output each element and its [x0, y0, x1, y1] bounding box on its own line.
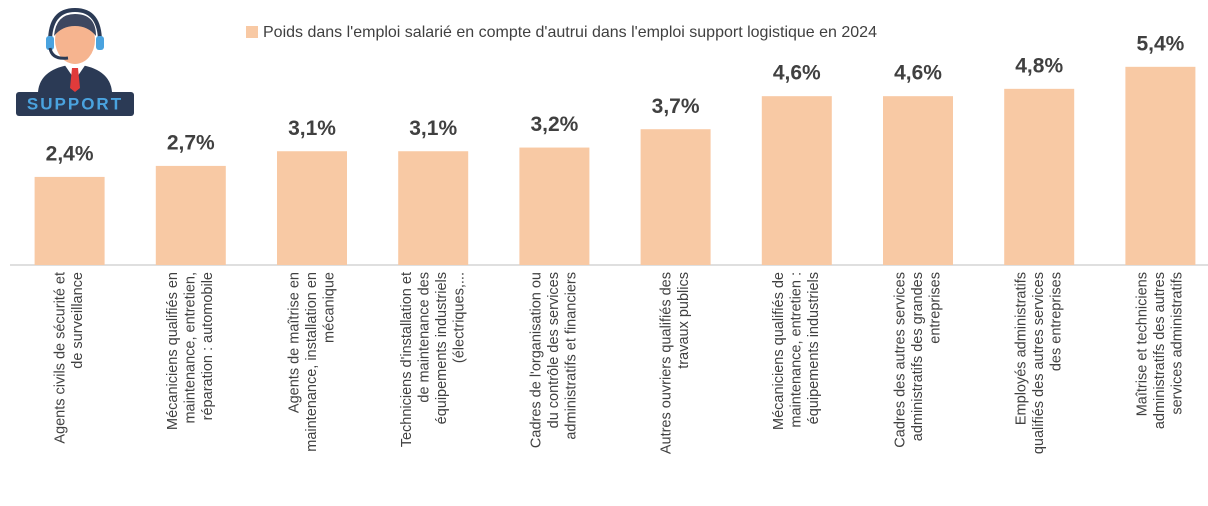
x-tick-label-line: Cadres de l'organisation ou — [529, 272, 545, 448]
x-tick-label-line: équipements industriels — [434, 272, 450, 424]
icon-earpiece — [96, 36, 104, 50]
x-tick-label-line: Autres ouvriers qualifiés des — [659, 272, 675, 454]
data-label: 4,8% — [1015, 54, 1063, 77]
x-tick-label-line: Employés administratifs — [1014, 272, 1030, 425]
legend-swatch — [246, 26, 258, 38]
x-tick-label-line: maintenance, entretien, — [183, 272, 199, 424]
x-tick-label-line: Agents civils de sécurité et — [53, 272, 69, 444]
data-label: 5,4% — [1136, 32, 1184, 55]
x-tick-label-line: Mécaniciens qualifiés en — [165, 272, 181, 430]
x-tick-label-line: administratifs des grandes — [910, 272, 926, 441]
icon-earpiece — [46, 36, 54, 50]
icon-label: SUPPORT — [27, 94, 123, 113]
x-tick-label-line: qualifiés des autres services — [1031, 272, 1047, 454]
support-icon: SUPPORT — [16, 10, 134, 116]
bar — [1004, 89, 1074, 265]
x-tick-label-line: Cadres des autres services — [892, 272, 908, 448]
x-tick-label-line: Maîtrise et techniciens — [1135, 272, 1151, 416]
x-tick-label-line: services administratifs — [1170, 272, 1186, 415]
x-tick-label-line: Techniciens d'installation et — [399, 272, 415, 447]
x-tick-label-line: du contrôle des services — [546, 272, 562, 428]
bar — [1125, 67, 1195, 265]
bar — [641, 129, 711, 265]
data-label: 3,7% — [652, 95, 700, 118]
x-tick-label-line: entreprises — [927, 272, 943, 344]
bar — [156, 166, 226, 265]
x-tick-label-line: maintenance, installation en — [304, 272, 320, 452]
data-label: 3,2% — [530, 113, 578, 136]
x-tick-label-line: maintenance, entretien : — [789, 272, 805, 428]
x-tick-label-line: travaux publics — [676, 272, 692, 369]
bar — [883, 96, 953, 265]
bar — [398, 151, 468, 265]
x-tick-label-line: équipements industriels — [806, 272, 822, 424]
data-label: 2,7% — [167, 131, 215, 154]
data-label: 2,4% — [46, 142, 94, 165]
x-tick-label-line: de surveillance — [70, 272, 86, 369]
bar — [277, 151, 347, 265]
bar — [35, 177, 105, 265]
x-tick-label-line: des entreprises — [1049, 272, 1065, 371]
x-tick-label-line: de maintenance des — [416, 272, 432, 403]
chart: SUPPORT Poids dans l'emploi salarié en c… — [0, 0, 1208, 506]
x-tick-label-line: administratifs des autres — [1152, 272, 1168, 429]
bar — [762, 96, 832, 265]
bar — [519, 148, 589, 265]
x-tick-label-line: mécanique — [321, 272, 337, 343]
x-tick-label-line: Agents de maîtrise en — [286, 272, 302, 413]
legend-label: Poids dans l'emploi salarié en compte d'… — [263, 24, 877, 41]
data-label: 3,1% — [409, 117, 457, 140]
data-label: 3,1% — [288, 117, 336, 140]
x-tick-label-line: (électriques,... — [451, 272, 467, 363]
data-label: 4,6% — [894, 62, 942, 85]
x-tick-label-line: réparation : automobile — [200, 272, 216, 420]
data-label: 4,6% — [773, 62, 821, 85]
x-tick-label-line: Mécaniciens qualifiés de — [771, 272, 787, 430]
x-tick-label-line: administratifs et financiers — [564, 272, 580, 440]
